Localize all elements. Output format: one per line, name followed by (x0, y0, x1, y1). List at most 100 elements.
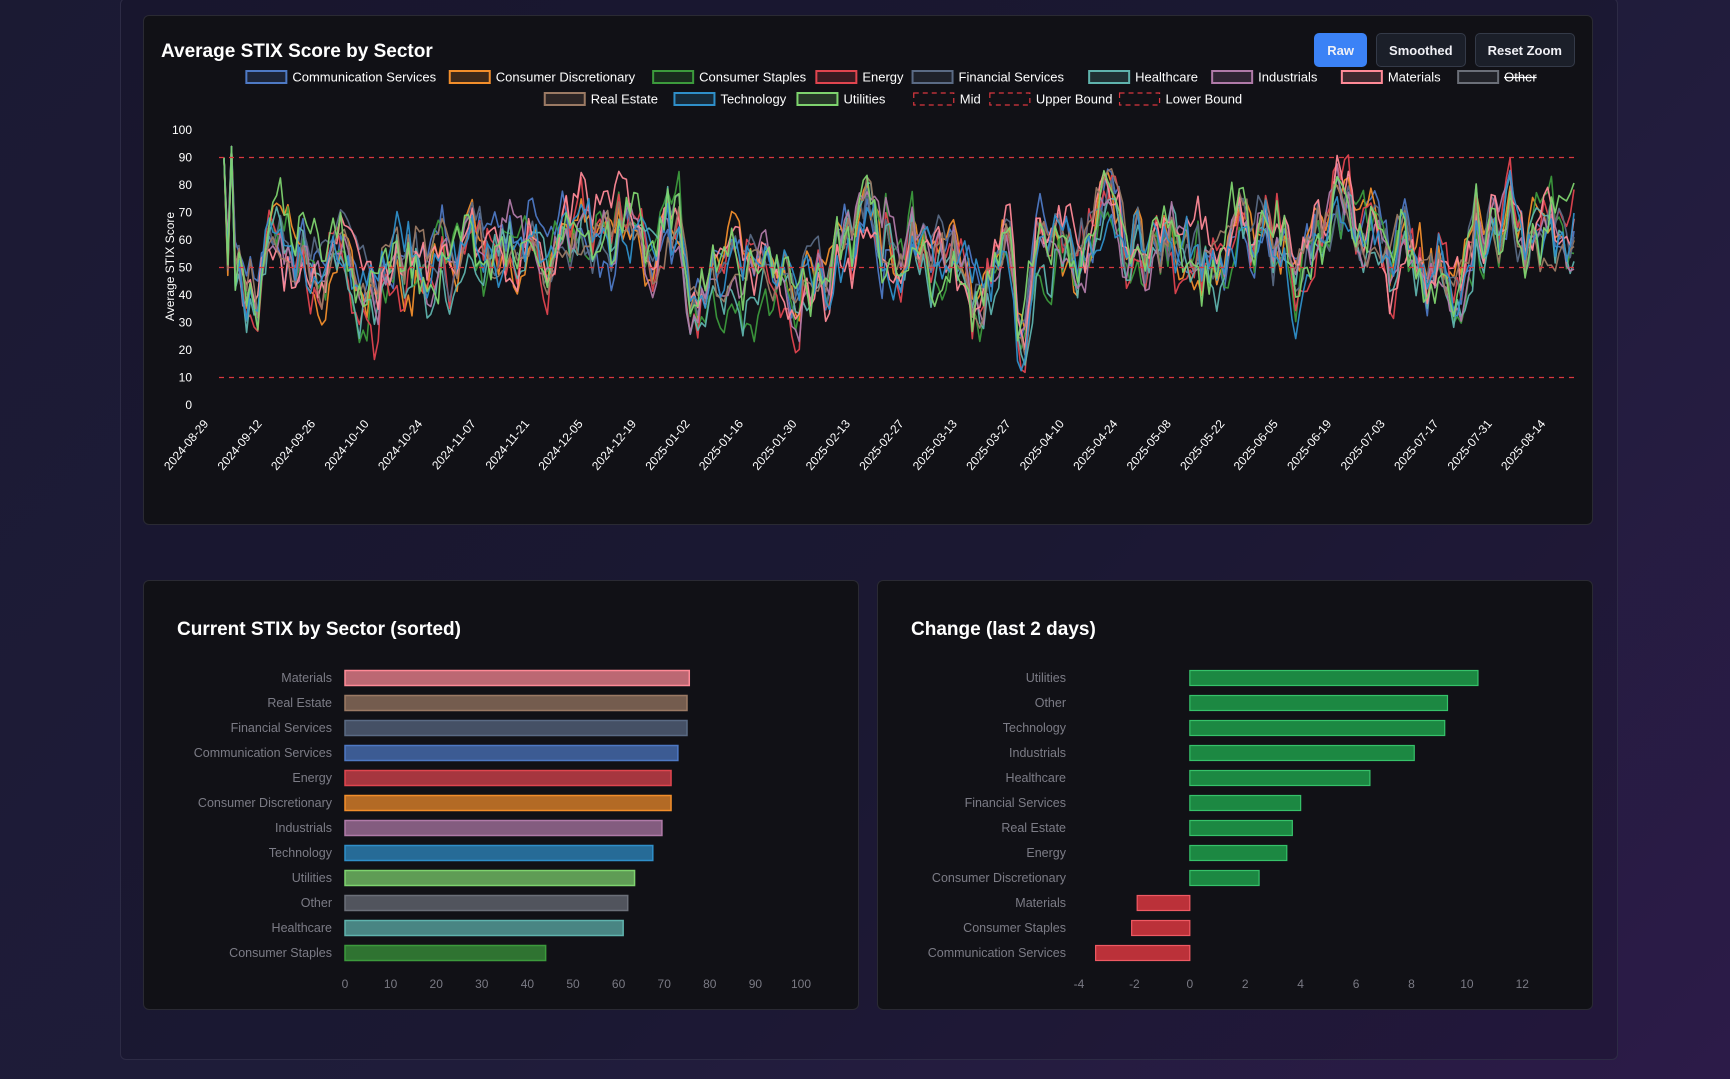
legend-item-upper-bound[interactable]: Upper Bound (989, 92, 1113, 107)
legend-item-materials[interactable]: Materials (1340, 70, 1441, 85)
legend-swatch-other (1457, 70, 1500, 84)
x-tick-label: 2024-11-21 (483, 417, 533, 473)
y-tick-label: 20 (179, 343, 193, 357)
legend-label-technology: Technology (720, 92, 786, 107)
x-tick-label: 2024-11-07 (429, 417, 479, 473)
legend-swatch-communication-services (245, 70, 288, 84)
legend-swatch-technology (673, 92, 716, 106)
change-bar-chart[interactable]: Utilities Other Technology Industrials Healt… (878, 581, 1594, 1011)
series-line-energy (223, 145, 1575, 374)
x-tick-label: 2024-09-12 (215, 417, 265, 473)
bar-healthcare (344, 919, 624, 937)
legend-label-utilities: Utilities (843, 92, 885, 107)
category-label: Financial Services (231, 721, 332, 735)
x-tick-label: 2025-03-27 (963, 417, 1013, 473)
x-tick-label: 2025-07-17 (1391, 417, 1441, 473)
legend-item-other[interactable]: Other (1457, 70, 1537, 85)
x-tick-label: 2024-10-10 (322, 417, 372, 473)
legend-swatch-consumer-discretionary (448, 70, 491, 84)
smoothed-button[interactable]: Smoothed (1376, 33, 1466, 67)
y-tick-label: 70 (179, 206, 193, 220)
y-axis-title: Average STIX Score (163, 212, 177, 321)
category-label: Technology (1003, 721, 1067, 735)
x-tick-label: 0 (1186, 977, 1193, 991)
category-label: Energy (292, 771, 332, 785)
category-label: Consumer Staples (963, 921, 1066, 935)
legend-swatch-lower-bound (1118, 92, 1161, 106)
bar-consumer-discretionary (1189, 869, 1260, 887)
x-tick-label: 2025-06-05 (1231, 417, 1281, 473)
legend-label-financial-services: Financial Services (959, 70, 1065, 85)
category-label: Technology (269, 846, 333, 860)
legend-item-real-estate[interactable]: Real Estate (543, 92, 658, 107)
x-tick-label: 70 (658, 977, 672, 991)
line-chart-plot[interactable]: Communication Services Consumer Discretio… (144, 16, 1594, 526)
bar-financial-services (344, 719, 688, 737)
x-tick-label: 2024-12-05 (535, 417, 585, 473)
legend-label-communication-services: Communication Services (292, 70, 436, 85)
y-tick-label: 0 (185, 398, 192, 412)
legend-item-communication-services[interactable]: Communication Services (245, 70, 437, 85)
stix-line-chart-card: Average STIX Score by Sector Raw Smoothe… (143, 15, 1593, 525)
x-tick-label: 4 (1297, 977, 1304, 991)
legend-label-lower-bound: Lower Bound (1166, 92, 1243, 107)
category-label: Materials (1015, 896, 1066, 910)
legend-item-financial-services[interactable]: Financial Services (911, 70, 1065, 85)
x-tick-label: 2024-08-29 (161, 417, 211, 473)
bar-materials (1136, 894, 1191, 912)
y-tick-label: 30 (179, 316, 193, 330)
x-tick-label: -4 (1074, 977, 1085, 991)
x-tick-label: 10 (1460, 977, 1474, 991)
bar-technology (344, 844, 654, 862)
legend-item-lower-bound[interactable]: Lower Bound (1118, 92, 1243, 107)
x-tick-label: 10 (384, 977, 398, 991)
bar-consumer-staples (344, 944, 547, 962)
bar-communication-services (1095, 944, 1191, 962)
bar-healthcare (1189, 769, 1371, 787)
x-tick-label: 30 (475, 977, 489, 991)
current-stix-bar-chart[interactable]: Materials Real Estate Financial Services Co… (144, 581, 860, 1011)
x-tick-label: 8 (1408, 977, 1415, 991)
y-tick-label: 50 (179, 261, 193, 275)
legend-item-consumer-staples[interactable]: Consumer Staples (652, 70, 807, 85)
category-label: Healthcare (1006, 771, 1066, 785)
category-label: Industrials (1009, 746, 1066, 760)
x-tick-label: 2024-10-24 (375, 417, 425, 473)
x-tick-label: 60 (612, 977, 626, 991)
category-label: Healthcare (272, 921, 332, 935)
bar-real-estate (344, 694, 688, 712)
bar-utilities (1189, 669, 1479, 687)
series-line-technology (223, 145, 1575, 372)
legend-swatch-industrials (1211, 70, 1254, 84)
x-tick-label: 2025-01-16 (696, 417, 746, 473)
reset-zoom-button[interactable]: Reset Zoom (1474, 33, 1575, 67)
legend-item-mid[interactable]: Mid (913, 92, 981, 107)
bar-consumer-discretionary (344, 794, 672, 812)
y-tick-label: 90 (179, 151, 193, 165)
legend-item-technology[interactable]: Technology (673, 92, 787, 107)
legend-item-industrials[interactable]: Industrials (1211, 70, 1318, 85)
legend-swatch-mid (913, 92, 955, 106)
bar-industrials (344, 819, 663, 837)
bar-industrials (1189, 744, 1415, 762)
current-stix-title: Current STIX by Sector (sorted) (177, 619, 461, 640)
bar-utilities (344, 869, 636, 887)
change-title: Change (last 2 days) (911, 619, 1096, 640)
legend-item-utilities[interactable]: Utilities (796, 92, 886, 107)
legend-item-consumer-discretionary[interactable]: Consumer Discretionary (448, 70, 636, 85)
y-tick-label: 60 (179, 233, 193, 247)
category-label: Energy (1026, 846, 1066, 860)
x-tick-label: 2025-01-30 (749, 417, 799, 473)
bar-real-estate (1189, 819, 1293, 837)
bar-consumer-staples (1131, 919, 1191, 937)
legend-swatch-healthcare (1088, 70, 1131, 84)
current-stix-card: Current STIX by Sector (sorted) Material… (143, 580, 859, 1010)
raw-button[interactable]: Raw (1314, 33, 1368, 67)
category-label: Industrials (275, 821, 332, 835)
x-tick-label: 100 (791, 977, 811, 991)
legend-item-energy[interactable]: Energy (815, 70, 904, 85)
legend-label-energy: Energy (862, 70, 904, 85)
legend-item-healthcare[interactable]: Healthcare (1088, 70, 1198, 85)
bar-financial-services (1189, 794, 1302, 812)
legend-label-upper-bound: Upper Bound (1036, 92, 1113, 107)
